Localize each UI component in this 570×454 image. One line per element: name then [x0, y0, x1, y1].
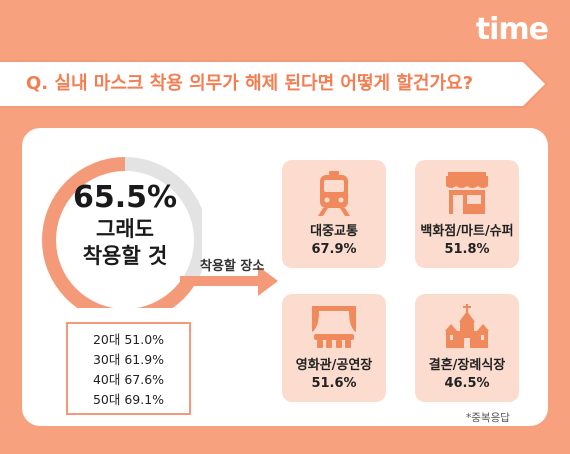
place-card-chapel: 결혼/장례식장 46.5%: [415, 294, 519, 402]
question-text: Q. 실내 마스크 착용 의무가 해제 된다면 어떻게 할건가요?: [26, 73, 474, 94]
place-value: 51.6%: [311, 376, 357, 391]
place-value: 51.8%: [444, 242, 490, 257]
donut-percent: 65.5%: [72, 180, 178, 215]
train-icon: [318, 171, 350, 216]
donut-label-line-2: 착용할 것: [82, 244, 168, 268]
donut-slice: [42, 157, 202, 308]
age-row: 20대 51.0%: [92, 332, 165, 347]
donut-chart: [42, 157, 202, 308]
chapel-icon: [445, 304, 489, 348]
place-label: 대중교통: [310, 224, 358, 239]
place-value: 67.9%: [311, 242, 357, 257]
question-banner: [0, 62, 545, 106]
store-icon: [446, 172, 488, 214]
age-table: 20대 51.0% 30대 61.9% 40대 67.6% 50대 69.1%: [66, 322, 191, 415]
places-title: 착용할 장소: [200, 259, 265, 274]
place-card-transport: 대중교통 67.9%: [282, 160, 386, 268]
age-row: 30대 61.9%: [92, 352, 165, 367]
footnote: *중복응답: [466, 412, 510, 424]
age-row: 50대 69.1%: [92, 392, 165, 407]
theater-icon: [312, 306, 356, 348]
place-card-theater: 영화관/공연장 51.6%: [282, 294, 386, 402]
place-label: 결혼/장례식장: [428, 358, 506, 373]
place-label: 백화점/마트/슈퍼: [420, 224, 514, 239]
donut-label-line-1: 그래도: [96, 217, 154, 241]
place-card-store: 백화점/마트/슈퍼 51.8%: [415, 160, 519, 268]
place-value: 46.5%: [444, 376, 490, 391]
time-logo: time: [475, 12, 549, 47]
place-label: 영화관/공연장: [295, 358, 373, 373]
age-row: 40대 67.6%: [92, 372, 165, 387]
donut-center-text: 65.5% 그래도 착용할 것: [60, 180, 190, 270]
